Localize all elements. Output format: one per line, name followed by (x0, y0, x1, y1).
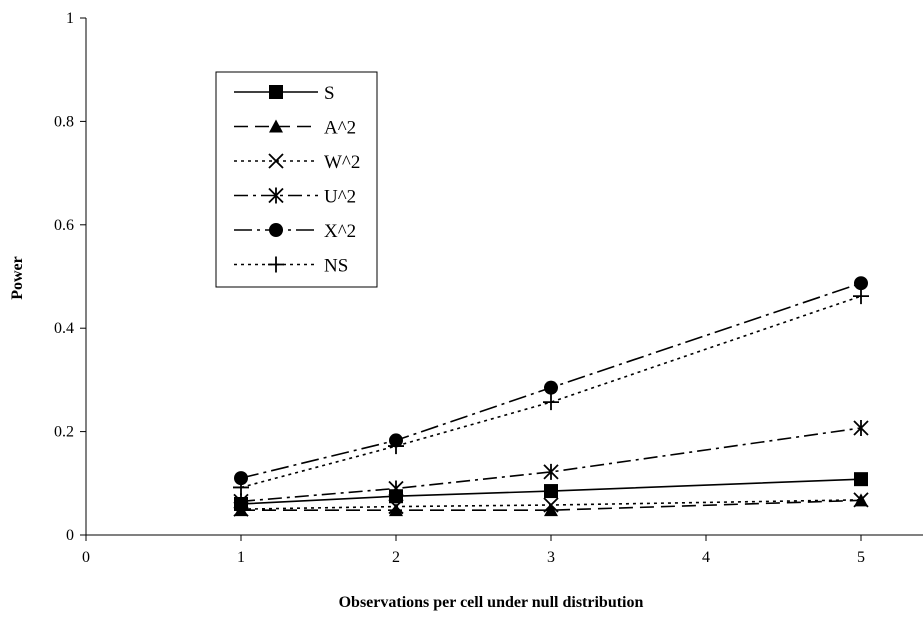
series-s-point (544, 484, 558, 499)
series-ns-point (853, 288, 869, 305)
star-marker-icon (233, 493, 249, 510)
y-tick-label: 0.6 (54, 217, 74, 234)
legend-item-s: S (234, 83, 335, 104)
y-axis-title: Power (9, 256, 26, 300)
y-tick-label: 1 (66, 10, 74, 27)
series-ns-point (388, 438, 404, 455)
series-a-2-point (544, 503, 558, 517)
series-u-2-point (233, 493, 249, 510)
series-u-2-point (853, 419, 869, 436)
y-tick-label: 0 (66, 527, 74, 544)
series-x-2 (234, 276, 868, 486)
y-axis-ticks: 0 0.2 0.4 0.6 0.8 1 (54, 10, 86, 544)
square-marker-icon (269, 85, 283, 99)
x-marker-icon (853, 492, 869, 508)
series-ns-point (233, 479, 249, 496)
x-tick-label: 2 (392, 549, 400, 566)
star-marker-icon (268, 187, 284, 204)
series-u-2-line (240, 427, 862, 503)
legend-label: W^2 (324, 152, 360, 173)
square-marker-icon (854, 472, 868, 487)
legend-label: X^2 (324, 221, 356, 242)
series-w-2-point (388, 498, 404, 515)
series-w-2-point (853, 492, 869, 508)
plus-marker-icon (853, 288, 869, 305)
x-tick-label: 1 (237, 549, 245, 566)
star-marker-icon (853, 419, 869, 436)
legend-item-a-2: A^2 (234, 118, 356, 139)
legend-marker (268, 256, 284, 273)
series-x-2-line (240, 282, 862, 479)
series-u-2 (233, 419, 869, 510)
circle-marker-icon (269, 223, 283, 237)
legend-marker (269, 223, 283, 237)
y-tick-label: 0.8 (54, 113, 74, 130)
series-ns (233, 288, 869, 496)
legend-marker (269, 119, 283, 133)
x-axis-ticks: 0 1 2 3 4 5 (82, 535, 865, 566)
plus-marker-icon (543, 394, 559, 411)
series-a-2-line (241, 499, 862, 511)
series-u-2-point (388, 480, 404, 497)
series-x-2-point (234, 471, 248, 486)
series-w-2-point (543, 497, 559, 513)
legend-label: S (324, 83, 335, 104)
x-marker-icon (268, 153, 284, 169)
legend-item-x-2: X^2 (234, 221, 356, 242)
series-w-2-line (240, 499, 862, 510)
triangle-marker-icon (269, 119, 283, 133)
plus-marker-icon (388, 438, 404, 455)
series-x-2-point (854, 276, 868, 291)
star-marker-icon (388, 480, 404, 497)
circle-marker-icon (544, 380, 558, 395)
series-layer (233, 276, 869, 517)
legend: S A^2 W^2 U^2 X^2 NS (215, 71, 378, 288)
series-w-2 (233, 492, 869, 517)
plus-marker-icon (268, 256, 284, 273)
x-tick-label: 0 (82, 549, 90, 566)
x-tick-label: 5 (857, 549, 865, 566)
legend-label: A^2 (324, 118, 356, 139)
legend-box (215, 71, 378, 288)
series-a-2-point (389, 503, 403, 517)
star-marker-icon (543, 463, 559, 480)
legend-marker (268, 153, 284, 169)
axes (85, 18, 923, 536)
series-s-line (240, 478, 862, 505)
triangle-marker-icon (544, 503, 558, 517)
x-tick-label: 3 (547, 549, 555, 566)
series-ns-line (240, 295, 862, 489)
y-tick-label: 0.4 (54, 320, 74, 337)
x-tick-label: 4 (702, 549, 710, 566)
series-x-2-point (544, 380, 558, 395)
x-axis-title: Observations per cell under null distrib… (339, 594, 644, 611)
square-marker-icon (544, 484, 558, 499)
legend-label: NS (324, 256, 348, 277)
legend-marker (268, 187, 284, 204)
legend-item-w-2: W^2 (234, 152, 360, 173)
legend-label: U^2 (324, 187, 356, 208)
legend-item-u-2: U^2 (234, 187, 356, 208)
legend-item-ns: NS (234, 256, 348, 277)
x-marker-icon (543, 497, 559, 513)
circle-marker-icon (854, 276, 868, 291)
y-tick-label: 0.2 (54, 424, 74, 441)
series-ns-point (543, 394, 559, 411)
triangle-marker-icon (389, 503, 403, 517)
plus-marker-icon (233, 479, 249, 496)
series-s-point (854, 472, 868, 487)
circle-marker-icon (234, 471, 248, 486)
legend-marker (269, 85, 283, 99)
series-u-2-point (543, 463, 559, 480)
x-marker-icon (388, 498, 404, 515)
